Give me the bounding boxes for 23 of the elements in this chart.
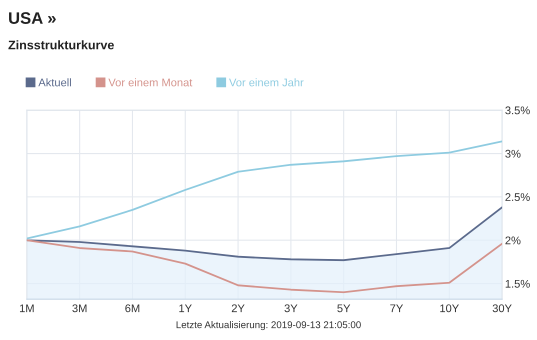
x-tick-label: 2Y: [232, 304, 245, 312]
chart-title: USA »: [9, 12, 56, 24]
x-tick-label: 3Y: [284, 304, 298, 312]
y-tick-label: 3.5%: [505, 106, 530, 114]
chart-subtitle: Zinsstrukturkurve: [8, 40, 114, 50]
y-tick-label: 2.5%: [505, 193, 530, 202]
x-tick-label: 1M: [20, 304, 34, 312]
x-tick-label: 30Y: [492, 304, 512, 312]
line-series: [26, 239, 502, 294]
legend-label: Aktuell: [38, 78, 71, 86]
line-series: [26, 140, 502, 240]
x-tick-label: 3M: [72, 304, 86, 312]
legend-label: Vor einem Monat: [108, 78, 192, 86]
x-tick-label: 7Y: [390, 304, 404, 312]
x-tick-label: 1Y: [179, 304, 192, 312]
text: Letzte Aktualisierung: 2019-09-13 21:05:00: [176, 321, 361, 330]
legend-label: Vor einem Jahr: [229, 78, 304, 86]
y-tick-label: 2%: [505, 236, 521, 244]
y-tick-label: 1.5%: [506, 280, 530, 288]
x-tick-label: 5Y: [337, 304, 350, 312]
x-tick-label: 6M: [125, 304, 140, 312]
y-tick-label: 3%: [505, 150, 521, 158]
x-tick-label: 10Y: [440, 304, 459, 312]
